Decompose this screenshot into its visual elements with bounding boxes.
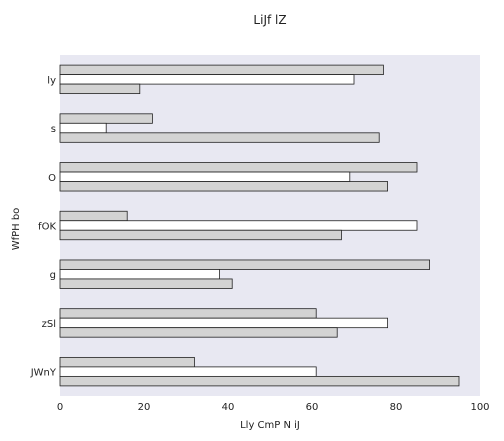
y-tick-label: JWnY xyxy=(30,368,57,379)
bar-3-4 xyxy=(59,229,342,241)
bar-1-4 xyxy=(59,210,128,222)
bar-2-1 xyxy=(59,74,355,85)
bar-3-3 xyxy=(59,181,389,192)
x-tick-label: 20 xyxy=(138,402,151,413)
y-tick-label: g xyxy=(50,270,56,281)
x-tick-label: 60 xyxy=(306,402,319,413)
x-tick-label: 100 xyxy=(470,402,489,413)
x-axis-label: Lly CmP N iJ xyxy=(240,420,300,431)
bar-3-5 xyxy=(59,278,233,289)
bar-1-2 xyxy=(59,113,153,124)
y-axis-label: WfPH bo xyxy=(11,208,22,251)
y-tick-label: zSl xyxy=(42,319,56,330)
bar-3-1 xyxy=(59,83,141,95)
bar-3-6 xyxy=(59,327,338,338)
y-tick-label: s xyxy=(51,124,56,135)
x-tick-label: 40 xyxy=(222,402,235,413)
bar-1-7 xyxy=(59,356,195,368)
bar-3-7 xyxy=(59,375,460,387)
chart-title: LiJf lZ xyxy=(253,13,286,27)
x-tick-label: 0 xyxy=(57,402,63,413)
bar-3-2 xyxy=(59,132,380,143)
bar-1-6 xyxy=(59,308,317,319)
bar-2-5 xyxy=(59,269,221,280)
bar-1-5 xyxy=(59,259,431,270)
x-tick-labels: 0 20 40 60 80 100 xyxy=(57,402,490,413)
bar-2-3 xyxy=(59,171,351,182)
bar-2-4 xyxy=(59,220,418,231)
bar-1-1 xyxy=(59,64,384,76)
bar-2-2 xyxy=(59,122,107,134)
bar-2-7 xyxy=(59,366,317,377)
y-tick-label: fOK xyxy=(38,222,56,233)
bar-1-3 xyxy=(59,162,418,173)
bar-2-6 xyxy=(59,317,389,329)
bar-series-group xyxy=(59,64,460,387)
y-tick-label: ly xyxy=(47,75,56,86)
x-tick-label: 80 xyxy=(390,402,403,413)
y-tick-label: O xyxy=(48,173,56,184)
